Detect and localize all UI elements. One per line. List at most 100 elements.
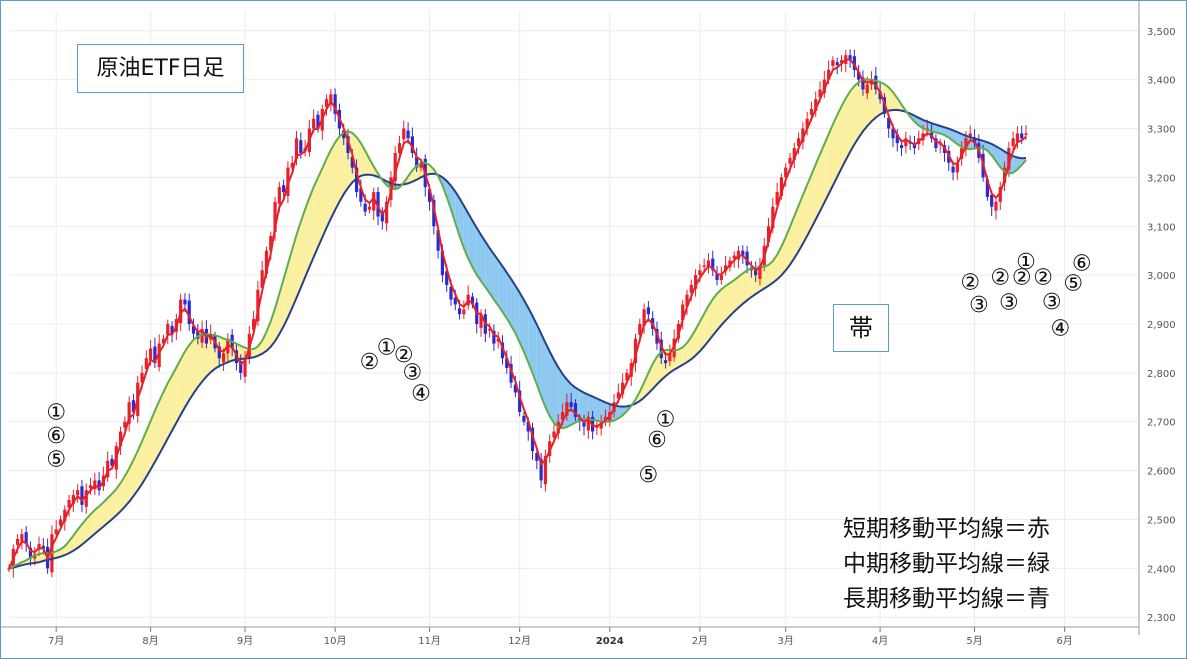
- candle-body: [814, 99, 818, 111]
- candle-body: [179, 299, 183, 324]
- candle-body: [638, 324, 642, 335]
- band-segment: [94, 506, 100, 534]
- candle-body: [251, 319, 256, 330]
- band-segment: [940, 125, 945, 136]
- band-segment: [734, 276, 739, 312]
- candle-body: [621, 382, 625, 395]
- band-segment: [541, 333, 546, 407]
- band-segment: [729, 280, 735, 316]
- band-segment: [687, 336, 692, 363]
- band-segment: [193, 336, 198, 394]
- band-segment: [820, 144, 825, 212]
- band-segment: [502, 266, 507, 319]
- band-segment: [832, 115, 838, 186]
- candle-body: [427, 189, 432, 202]
- band-segment: [167, 375, 173, 439]
- candle-body: [144, 358, 148, 369]
- band-segment: [588, 394, 593, 420]
- candle-body: [775, 192, 779, 205]
- candle-body: [445, 271, 449, 285]
- candle-body: [668, 353, 672, 362]
- band-segment: [86, 514, 91, 542]
- candle-body: [659, 339, 663, 359]
- y-tick-label: 3,400: [1147, 76, 1176, 87]
- candle-body: [367, 206, 372, 210]
- candle-body: [312, 118, 316, 129]
- band-segment: [747, 268, 752, 301]
- candle-body: [58, 519, 63, 526]
- band-segment: [137, 441, 143, 491]
- candle-body: [118, 431, 123, 447]
- annotation-marker: ①: [1016, 250, 1036, 275]
- candle-body: [496, 338, 500, 342]
- candle-body: [329, 94, 333, 104]
- candle-body: [857, 71, 861, 80]
- candle-body: [170, 325, 174, 334]
- annotation-marker: ④: [411, 382, 431, 407]
- candle-body: [243, 358, 247, 377]
- candle-body: [457, 308, 462, 315]
- band-segment: [584, 392, 589, 420]
- chart-title: 原油ETF日足: [77, 44, 244, 93]
- candle-body: [518, 390, 522, 412]
- band-segment: [81, 519, 87, 545]
- candle-body: [406, 130, 410, 139]
- band-segment: [545, 342, 550, 417]
- band-segment: [39, 553, 44, 563]
- annotation-marker: ②: [990, 265, 1010, 290]
- candle-body: [140, 372, 144, 383]
- x-tick-label: 3月: [778, 635, 794, 647]
- x-tick-label: 10月: [324, 635, 347, 647]
- band-segment: [287, 249, 293, 318]
- y-tick-label: 2,600: [1147, 467, 1176, 478]
- candle-body: [500, 342, 505, 359]
- band-segment: [485, 241, 490, 294]
- band-segment: [103, 498, 108, 527]
- candle-body: [20, 534, 24, 541]
- candle-body: [410, 136, 414, 153]
- band-segment: [99, 502, 104, 531]
- band-segment: [1000, 148, 1005, 172]
- candle-body: [7, 568, 11, 570]
- x-tick-label: 9月: [237, 635, 253, 647]
- candle-body: [861, 77, 865, 90]
- candle-body: [440, 250, 445, 276]
- legend: 短期移動平均線＝赤 中期移動平均線＝緑 長期移動平均線＝青: [843, 512, 1143, 617]
- y-tick-label: 2,500: [1147, 515, 1176, 526]
- x-tick-label: 5月: [966, 635, 982, 647]
- candle-body: [539, 458, 543, 481]
- candle-body: [277, 187, 281, 204]
- band-segment: [682, 342, 688, 365]
- annotation-marker: ②: [1012, 265, 1032, 290]
- band-segment: [644, 372, 649, 398]
- y-tick-label: 3,200: [1147, 173, 1176, 184]
- annotation-marker: ③: [999, 290, 1019, 315]
- candle-body: [805, 118, 809, 129]
- candle-body: [801, 128, 805, 143]
- short-ma-line: [8, 58, 1027, 569]
- band-segment: [159, 391, 164, 455]
- candle-body: [294, 138, 299, 159]
- candle-body: [633, 338, 638, 364]
- candle-body: [693, 275, 698, 289]
- band-segment: [807, 174, 812, 236]
- candle-body: [376, 192, 380, 217]
- annotation-marker: ②: [1033, 265, 1053, 290]
- band-segment: [296, 221, 301, 298]
- legend-long-ma: 長期移動平均線＝青: [843, 586, 1050, 612]
- candle-body: [788, 157, 792, 164]
- band-segment: [824, 134, 829, 203]
- candle-body: [878, 91, 882, 100]
- band-segment: [717, 289, 722, 331]
- candle-body: [985, 179, 989, 197]
- y-tick-label: 2,700: [1147, 418, 1176, 429]
- candle-body: [758, 265, 762, 280]
- x-tick-label: 8月: [142, 635, 158, 647]
- candle-body: [522, 415, 526, 422]
- candle-body: [681, 304, 685, 321]
- band-segment: [197, 334, 203, 388]
- candle-body: [565, 402, 569, 416]
- band-segment: [815, 154, 821, 220]
- band-segment: [1013, 156, 1018, 173]
- candle-body: [771, 206, 775, 229]
